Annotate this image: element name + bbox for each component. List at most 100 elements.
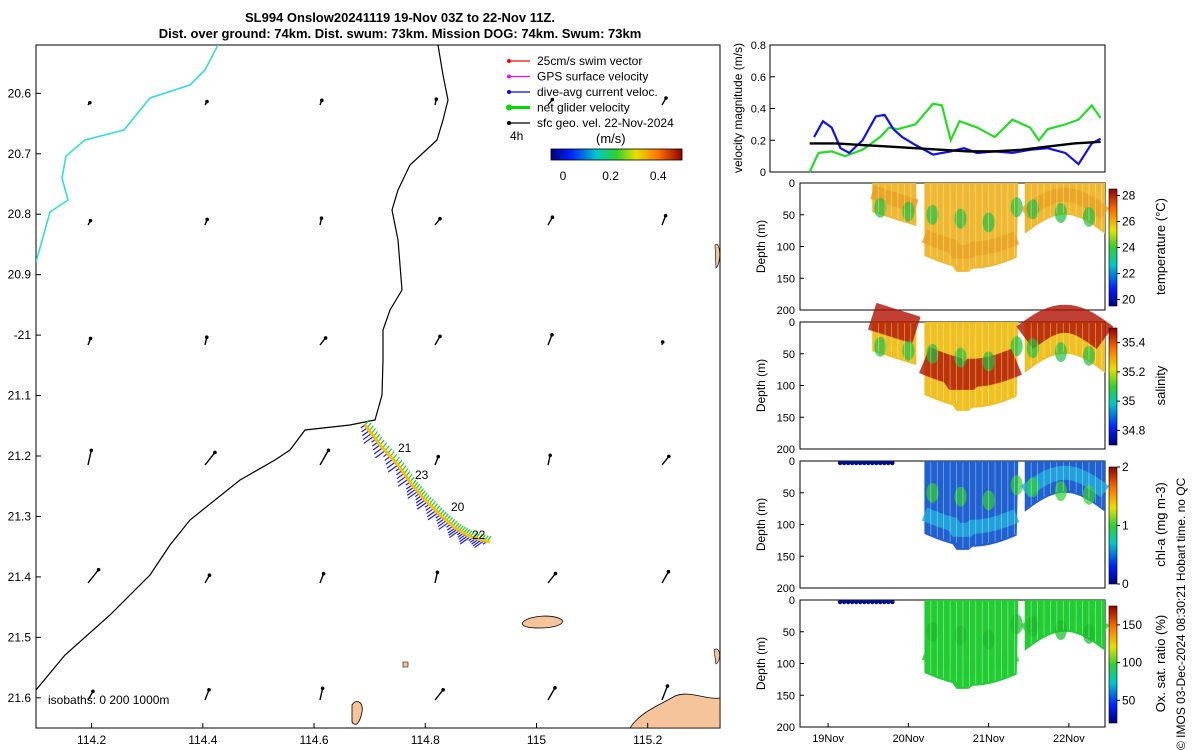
dive-avg-current-arrow bbox=[397, 475, 407, 483]
section-deep-band bbox=[1016, 304, 1114, 350]
colorbar-tick-label: 28 bbox=[1122, 189, 1136, 203]
dive-avg-current-arrow bbox=[386, 461, 396, 469]
section-patch bbox=[1010, 197, 1023, 218]
arrow-head bbox=[667, 454, 671, 459]
dive-avg-current-arrow bbox=[474, 540, 485, 549]
map-x-tick-label: 114.4 bbox=[188, 733, 217, 747]
legend-label: GPS surface velocity bbox=[537, 70, 648, 84]
day-label: 20 bbox=[451, 500, 465, 514]
arrow-head bbox=[550, 332, 554, 337]
velocity-y-ticks: 0 0.2 0.4 0.6 0.8 bbox=[751, 40, 775, 179]
depth-tick-label: 50 bbox=[783, 210, 795, 222]
surface-sample bbox=[857, 460, 863, 466]
surface-sample bbox=[837, 599, 843, 605]
arrow-head bbox=[213, 450, 217, 455]
arrow-head bbox=[664, 96, 668, 100]
dive-avg-current-arrow bbox=[438, 521, 449, 530]
colorbar-tick-label: 0 bbox=[560, 169, 567, 183]
section-patch bbox=[1010, 475, 1023, 496]
arrow-head bbox=[319, 216, 324, 220]
depth-tick-label: 150 bbox=[777, 690, 795, 702]
dive-avg-current-arrow bbox=[373, 447, 383, 455]
map-x-tick-label: 114.2 bbox=[77, 733, 106, 747]
map-legend: 25cm/s swim vector GPS surface velocitydi… bbox=[506, 54, 674, 130]
dive-avg-current-arrow bbox=[374, 450, 386, 459]
section-patch bbox=[954, 625, 967, 646]
section-patch bbox=[1026, 199, 1039, 220]
section-patch bbox=[1054, 342, 1067, 363]
colorbar-tick-label: 1 bbox=[1122, 519, 1129, 533]
dive-avg-current-arrow bbox=[459, 535, 469, 543]
arrow-head bbox=[205, 217, 209, 222]
map-y-tick-label: 20.7 bbox=[8, 147, 32, 161]
map-axes-frame bbox=[35, 44, 721, 729]
dive-avg-current-arrow bbox=[416, 501, 428, 510]
arrow-head bbox=[548, 453, 552, 458]
depth-tick-label: 100 bbox=[777, 381, 795, 393]
velocity-y-tick-label: 0.6 bbox=[751, 72, 766, 84]
surface-sample bbox=[881, 460, 887, 466]
surface-velocity-arrow bbox=[547, 573, 557, 584]
surface-sample bbox=[881, 599, 887, 605]
arrow-head bbox=[665, 684, 670, 688]
time-tick-label: 19Nov bbox=[812, 733, 844, 745]
depth-tick-label: 50 bbox=[783, 349, 795, 361]
surface-sample bbox=[861, 599, 867, 605]
dive-avg-current-arrow bbox=[406, 488, 417, 496]
depth-tick-label: 0 bbox=[789, 456, 795, 468]
map-y-tick-label: 21.2 bbox=[8, 449, 32, 463]
section-deep-band bbox=[1020, 604, 1110, 637]
arrow-head bbox=[550, 215, 555, 219]
surface-velocity-arrow bbox=[547, 334, 553, 346]
map-y-ticks: 20.6 20.7 20.8 20.9 -21 21.1 21.2 21.3 21.4 21.5 2… bbox=[8, 86, 41, 705]
section-patch bbox=[874, 197, 887, 218]
arrow-head bbox=[89, 448, 94, 453]
arrow-head bbox=[550, 97, 555, 102]
map-x-tick-label: 114.6 bbox=[299, 733, 328, 747]
legend-arrow-head bbox=[507, 59, 511, 63]
arrow-head bbox=[663, 213, 668, 218]
arrow-head bbox=[205, 99, 209, 104]
surface-velocity-arrow bbox=[87, 450, 92, 466]
map-y-tick-label: 21.6 bbox=[8, 691, 32, 705]
section-ylabel: Depth (m) bbox=[754, 359, 768, 412]
arrow-head bbox=[96, 567, 101, 572]
velocity-panel: 0 0.2 0.4 0.6 0.8 velocity magnitude (m/s) bbox=[731, 40, 1106, 179]
surface-sample bbox=[849, 599, 855, 605]
map-y-tick-label: 20.9 bbox=[8, 268, 32, 282]
colorbar-tick-label: 26 bbox=[1122, 215, 1136, 229]
arrow-head bbox=[436, 454, 441, 459]
arrow-head bbox=[326, 448, 331, 453]
section-patch bbox=[874, 336, 887, 357]
legend-arrow-head bbox=[506, 104, 512, 111]
depth-tick-label: 50 bbox=[783, 488, 795, 500]
colorbar-tick-label: 20 bbox=[1122, 293, 1136, 307]
arrow-head bbox=[321, 571, 326, 576]
section-cbar-label: salinity bbox=[1153, 365, 1168, 405]
section-patch bbox=[1010, 614, 1023, 635]
arrow-head bbox=[553, 686, 557, 690]
island bbox=[351, 701, 363, 725]
surface-velocity-arrow bbox=[204, 689, 210, 701]
dive-avg-current-arrow bbox=[416, 499, 426, 507]
map-colorbar bbox=[550, 148, 683, 161]
legend-label: net glider velocity bbox=[537, 101, 630, 115]
map-y-tick-label: -21 bbox=[14, 328, 32, 342]
colorbar-tick-label: 35 bbox=[1122, 394, 1136, 408]
section-deep-band bbox=[868, 302, 921, 344]
colorbar-tick-label: 100 bbox=[1122, 656, 1142, 670]
surface-velocity-arrow bbox=[319, 688, 324, 701]
legend-note: 4h bbox=[510, 129, 523, 143]
time-x-ticks: 19Nov 20Nov 21Nov 22Nov bbox=[812, 723, 1085, 745]
colorbar-tick-label: 50 bbox=[1122, 693, 1136, 707]
colorbar-tick-label: 24 bbox=[1122, 241, 1136, 255]
surface-velocity-arrow bbox=[319, 449, 330, 466]
surface-velocity-arrow bbox=[434, 689, 444, 701]
colorbar-label: (m/s) bbox=[596, 131, 626, 146]
depth-tick-label: 0 bbox=[789, 178, 795, 190]
section-patch bbox=[1054, 620, 1067, 641]
island bbox=[522, 615, 563, 629]
section-patch bbox=[954, 347, 967, 368]
